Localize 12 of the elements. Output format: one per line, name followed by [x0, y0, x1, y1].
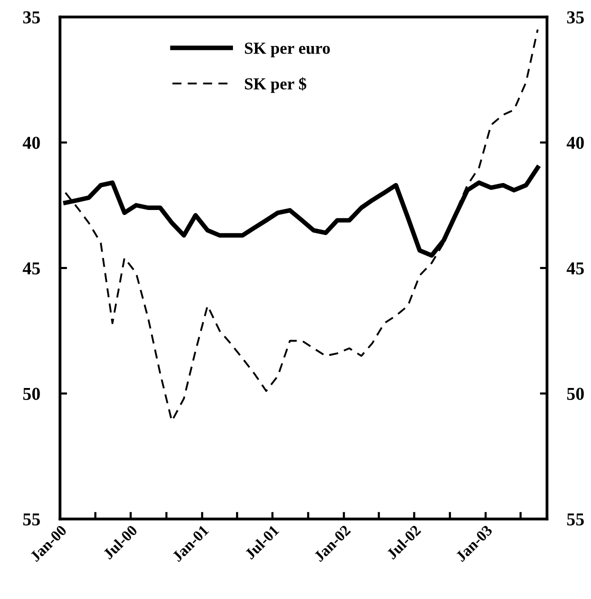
legend-label: SK per $	[244, 77, 306, 93]
y-tick-label: 45	[22, 262, 40, 274]
y-tick-label: 55	[23, 513, 40, 526]
y-tick-label: 40	[22, 136, 40, 149]
y2-tick-label: 50	[567, 388, 584, 400]
y2-tick-label: 40	[566, 136, 584, 149]
y-tick-label: 35	[23, 11, 40, 24]
y2-tick-label: 45	[566, 262, 584, 274]
y2-tick-label: 55	[567, 513, 584, 526]
y-tick-label: 50	[23, 388, 40, 400]
legend-label: SK per euro	[244, 42, 330, 58]
y2-tick-label: 35	[567, 11, 584, 24]
